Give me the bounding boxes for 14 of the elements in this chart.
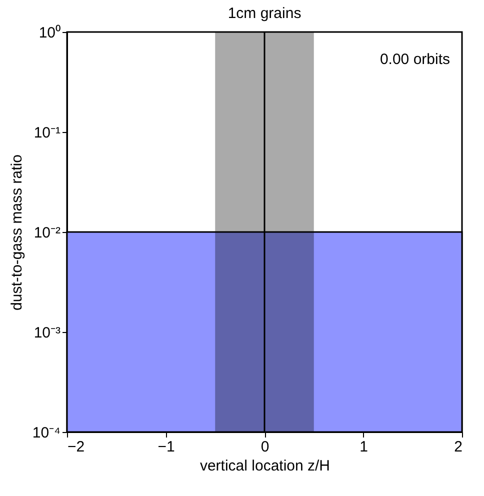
x-tick-label: 0 bbox=[260, 438, 270, 456]
y-tick-label: 10⁻³ bbox=[34, 324, 60, 342]
y-tick-label: 10⁻¹ bbox=[34, 124, 60, 142]
y-tick-label: 10⁻² bbox=[34, 224, 60, 242]
x-tick-label: −1 bbox=[158, 438, 175, 456]
y-tick-label: 10⁰ bbox=[38, 24, 60, 42]
x-tick-label: 2 bbox=[454, 438, 462, 456]
x-tick-label: 1 bbox=[360, 438, 368, 456]
chart-title: 1cm grains bbox=[228, 5, 302, 22]
y-tick-label: 10⁻⁴ bbox=[32, 424, 60, 442]
y-axis-title: dust-to-gass mass ratio bbox=[8, 154, 26, 310]
x-axis-title: vertical location z/H bbox=[200, 458, 330, 474]
annotation: 0.00 orbits bbox=[380, 51, 450, 68]
x-tick-label: −2 bbox=[68, 438, 85, 456]
